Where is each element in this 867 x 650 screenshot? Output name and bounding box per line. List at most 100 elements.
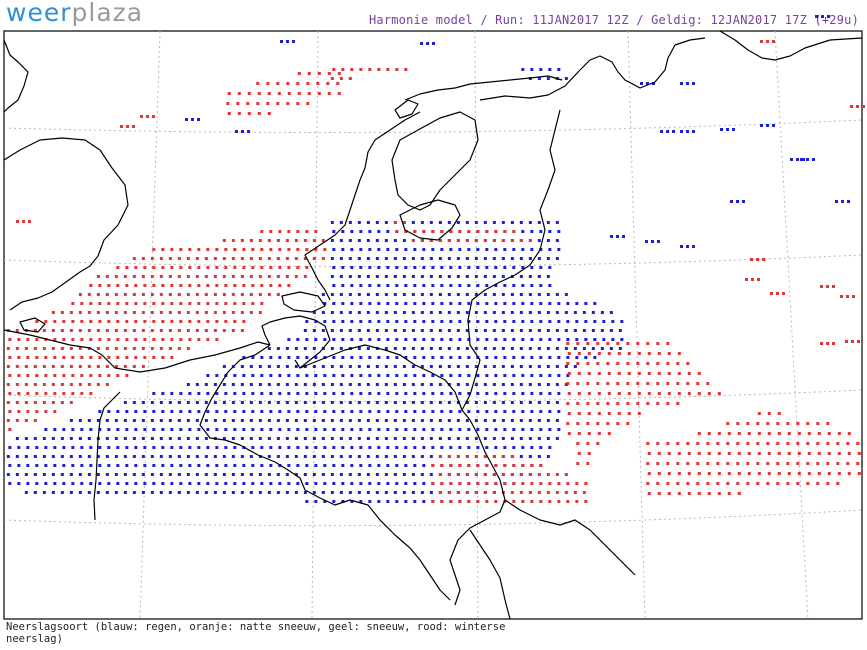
rain-dot bbox=[276, 473, 280, 476]
rain-dot bbox=[332, 248, 336, 251]
rain-dot bbox=[512, 266, 516, 269]
winter-precip-dot bbox=[756, 422, 760, 425]
rain-dot bbox=[348, 437, 352, 440]
rain-dot bbox=[233, 446, 237, 449]
rain-dot bbox=[305, 410, 309, 413]
rain-dot bbox=[357, 419, 361, 422]
rain-dot bbox=[186, 491, 190, 494]
rain-dot bbox=[303, 419, 307, 422]
winter-precip-dot bbox=[168, 293, 172, 296]
winter-precip-dot bbox=[141, 293, 145, 296]
winter-precip-dot bbox=[413, 230, 417, 233]
winter-precip-dot bbox=[267, 239, 271, 242]
rain-dot bbox=[411, 257, 415, 260]
england-coast bbox=[3, 137, 129, 311]
rain-dot bbox=[447, 329, 451, 332]
winter-precip-dot bbox=[832, 342, 835, 345]
rain-dot bbox=[186, 455, 190, 458]
rain-dot bbox=[341, 356, 345, 359]
winter-precip-dot bbox=[287, 230, 291, 233]
rain-dot bbox=[573, 347, 577, 350]
rain-dot bbox=[294, 365, 298, 368]
winter-precip-dot bbox=[197, 248, 201, 251]
winter-precip-dot bbox=[687, 452, 691, 455]
rain-dot bbox=[179, 428, 183, 431]
rain-dot bbox=[107, 410, 111, 413]
rain-dot bbox=[591, 347, 595, 350]
rain-dot bbox=[393, 347, 397, 350]
rain-dot bbox=[492, 257, 496, 260]
rain-dot bbox=[555, 329, 559, 332]
rain-dot bbox=[213, 419, 217, 422]
rain-dot bbox=[827, 15, 830, 18]
winter-precip-dot bbox=[15, 347, 19, 350]
rain-dot bbox=[411, 419, 415, 422]
rain-dot bbox=[267, 347, 271, 350]
rain-dot bbox=[368, 320, 372, 323]
rain-dot bbox=[357, 293, 361, 296]
winter-precip-dot bbox=[777, 412, 781, 415]
winter-precip-dot bbox=[69, 383, 73, 386]
rain-dot bbox=[341, 248, 345, 251]
winter-precip-dot bbox=[132, 311, 136, 314]
winter-precip-dot bbox=[776, 462, 780, 465]
texel bbox=[394, 99, 419, 119]
winter-precip-dot bbox=[597, 432, 601, 435]
rain-dot bbox=[431, 284, 435, 287]
winter-precip-dot bbox=[667, 492, 671, 495]
winter-precip-dot bbox=[105, 293, 109, 296]
winter-precip-dot bbox=[80, 356, 84, 359]
rain-dot bbox=[413, 374, 417, 377]
rain-dot bbox=[305, 356, 309, 359]
rain-dot bbox=[332, 446, 336, 449]
rain-dot bbox=[465, 221, 469, 224]
rain-dot bbox=[330, 401, 334, 404]
winter-precip-dot bbox=[17, 392, 21, 395]
winter-precip-dot bbox=[206, 320, 210, 323]
rain-dot bbox=[242, 428, 246, 431]
rain-dot bbox=[359, 266, 363, 269]
winter-precip-dot bbox=[266, 102, 270, 105]
winter-precip-dot bbox=[851, 340, 854, 343]
winter-precip-dot bbox=[627, 392, 631, 395]
winter-precip-dot bbox=[44, 356, 48, 359]
rain-dot bbox=[125, 428, 129, 431]
rain-dot bbox=[170, 428, 174, 431]
rain-dot bbox=[555, 293, 559, 296]
winter-precip-dot bbox=[657, 452, 661, 455]
winter-precip-dot bbox=[607, 372, 611, 375]
rain-dot bbox=[429, 311, 433, 314]
rain-dot bbox=[402, 329, 406, 332]
rain-dot bbox=[330, 383, 334, 386]
rain-dot bbox=[359, 500, 363, 503]
rain-dot bbox=[152, 464, 156, 467]
winter-precip-dot bbox=[237, 92, 241, 95]
winter-precip-dot bbox=[276, 102, 280, 105]
rain-dot bbox=[341, 374, 345, 377]
rain-dot bbox=[368, 482, 372, 485]
winter-precip-dot bbox=[231, 329, 235, 332]
rain-dot bbox=[611, 320, 615, 323]
rain-dot bbox=[53, 482, 57, 485]
rain-dot bbox=[393, 365, 397, 368]
winter-precip-dot bbox=[161, 320, 165, 323]
rain-dot bbox=[314, 428, 318, 431]
rain-dot bbox=[296, 482, 300, 485]
rain-dot bbox=[134, 464, 138, 467]
rain-dot bbox=[386, 320, 390, 323]
rain-dot bbox=[501, 329, 505, 332]
winter-precip-dot bbox=[132, 293, 136, 296]
winter-precip-dot bbox=[287, 248, 291, 251]
rain-dot bbox=[377, 446, 381, 449]
rain-dot bbox=[742, 200, 745, 203]
winter-precip-dot bbox=[213, 275, 217, 278]
winter-precip-dot bbox=[806, 482, 810, 485]
rain-dot bbox=[71, 446, 75, 449]
rain-dot bbox=[339, 221, 343, 224]
rain-dot bbox=[519, 401, 523, 404]
rain-dot bbox=[258, 491, 262, 494]
rain-dot bbox=[438, 293, 442, 296]
rain-dot bbox=[224, 446, 228, 449]
rain-dot bbox=[494, 248, 498, 251]
